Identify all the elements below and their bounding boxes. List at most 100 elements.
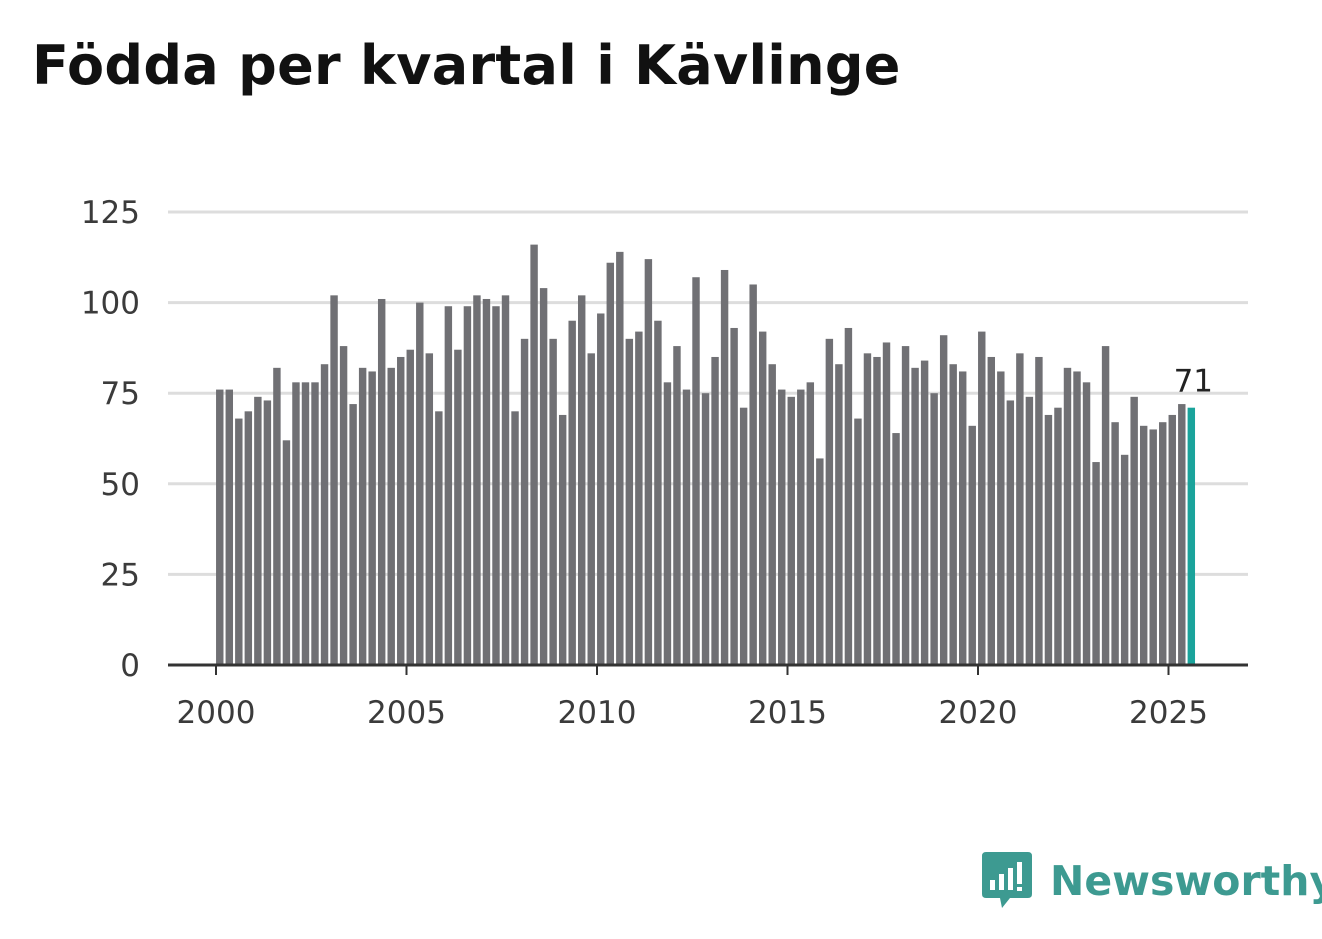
bar [539, 288, 548, 665]
bar [263, 400, 272, 665]
bar [330, 295, 338, 665]
bar [1130, 396, 1138, 665]
bar [482, 298, 491, 665]
bar [625, 338, 634, 665]
bar [854, 418, 862, 665]
x-tick-label: 2020 [939, 695, 1018, 731]
bar-highlight [1187, 407, 1196, 665]
bar [377, 298, 386, 665]
y-tick-label: 125 [81, 195, 140, 231]
bar [558, 414, 567, 665]
x-axis: 2000 2005 2010 2015 2020 2025 [168, 663, 1248, 731]
bar [901, 346, 910, 665]
bar [1120, 454, 1129, 665]
bar [349, 404, 357, 665]
bar [511, 411, 519, 665]
bar [1082, 382, 1091, 665]
bar [358, 367, 367, 665]
bar [939, 335, 948, 665]
brand-name: Newsworthy [1050, 857, 1322, 905]
bar [1035, 356, 1043, 665]
bar [949, 364, 957, 665]
y-axis: 0 25 50 75 100 125 [81, 195, 140, 684]
y-tick-label: 75 [101, 376, 140, 412]
bar [958, 371, 967, 665]
bar [501, 295, 510, 665]
bar [739, 407, 748, 665]
bar [225, 389, 234, 665]
bar [1016, 353, 1024, 665]
bars [216, 244, 1196, 665]
brand-logo: Newsworthy [980, 850, 1322, 912]
bar [368, 371, 376, 665]
bar [273, 367, 281, 665]
bar [825, 338, 834, 665]
x-tick-label: 2005 [367, 695, 446, 731]
bar [654, 320, 662, 665]
bar [597, 313, 605, 665]
bar [568, 320, 576, 665]
x-tick-label: 2015 [748, 695, 827, 731]
bar [301, 382, 310, 665]
bar [768, 364, 776, 665]
bar [282, 440, 291, 665]
bar [920, 360, 929, 665]
bar [1063, 367, 1072, 665]
bar [1111, 422, 1119, 665]
bar [1092, 462, 1100, 665]
bar [311, 382, 319, 665]
bar [930, 393, 938, 665]
bar [892, 433, 900, 665]
bar [549, 338, 557, 665]
bar [644, 259, 653, 665]
bar [444, 306, 453, 665]
bar [1025, 396, 1034, 665]
bar [673, 346, 681, 665]
last-value-label: 71 [1174, 364, 1213, 400]
bar [235, 418, 243, 665]
bar [463, 306, 472, 665]
bar [425, 353, 434, 665]
bar [577, 295, 586, 665]
bar [882, 342, 891, 665]
bar [720, 269, 729, 665]
bar [682, 389, 691, 665]
bar [844, 327, 853, 665]
bar [254, 396, 262, 665]
bar [778, 389, 786, 665]
bar [1006, 400, 1015, 665]
bar [244, 411, 253, 665]
bar [435, 411, 443, 665]
bar [1073, 371, 1081, 665]
bar [406, 349, 414, 665]
bar [1159, 422, 1167, 665]
bar [997, 371, 1005, 665]
bar [911, 367, 919, 665]
data-labels: 71 [1174, 364, 1213, 400]
bar [387, 367, 395, 665]
bar [663, 382, 672, 665]
bar [587, 353, 595, 665]
bar [1044, 414, 1053, 665]
bar [692, 277, 700, 665]
x-tick-label: 2000 [177, 695, 256, 731]
bar [1101, 346, 1110, 665]
bar [520, 338, 529, 665]
bar [635, 331, 643, 665]
bar [320, 364, 329, 665]
bar [873, 356, 881, 665]
bar [1178, 404, 1186, 665]
bar [606, 262, 615, 665]
bar [492, 306, 500, 665]
bar [730, 327, 738, 665]
bar [416, 302, 424, 665]
bar [473, 295, 481, 665]
bar [863, 353, 872, 665]
bar [1168, 414, 1176, 665]
y-tick-label: 0 [120, 648, 140, 684]
bar [711, 356, 719, 665]
x-tick-label: 2025 [1129, 695, 1208, 731]
bar [978, 331, 986, 665]
bar-chart-speech-icon [982, 852, 1032, 908]
